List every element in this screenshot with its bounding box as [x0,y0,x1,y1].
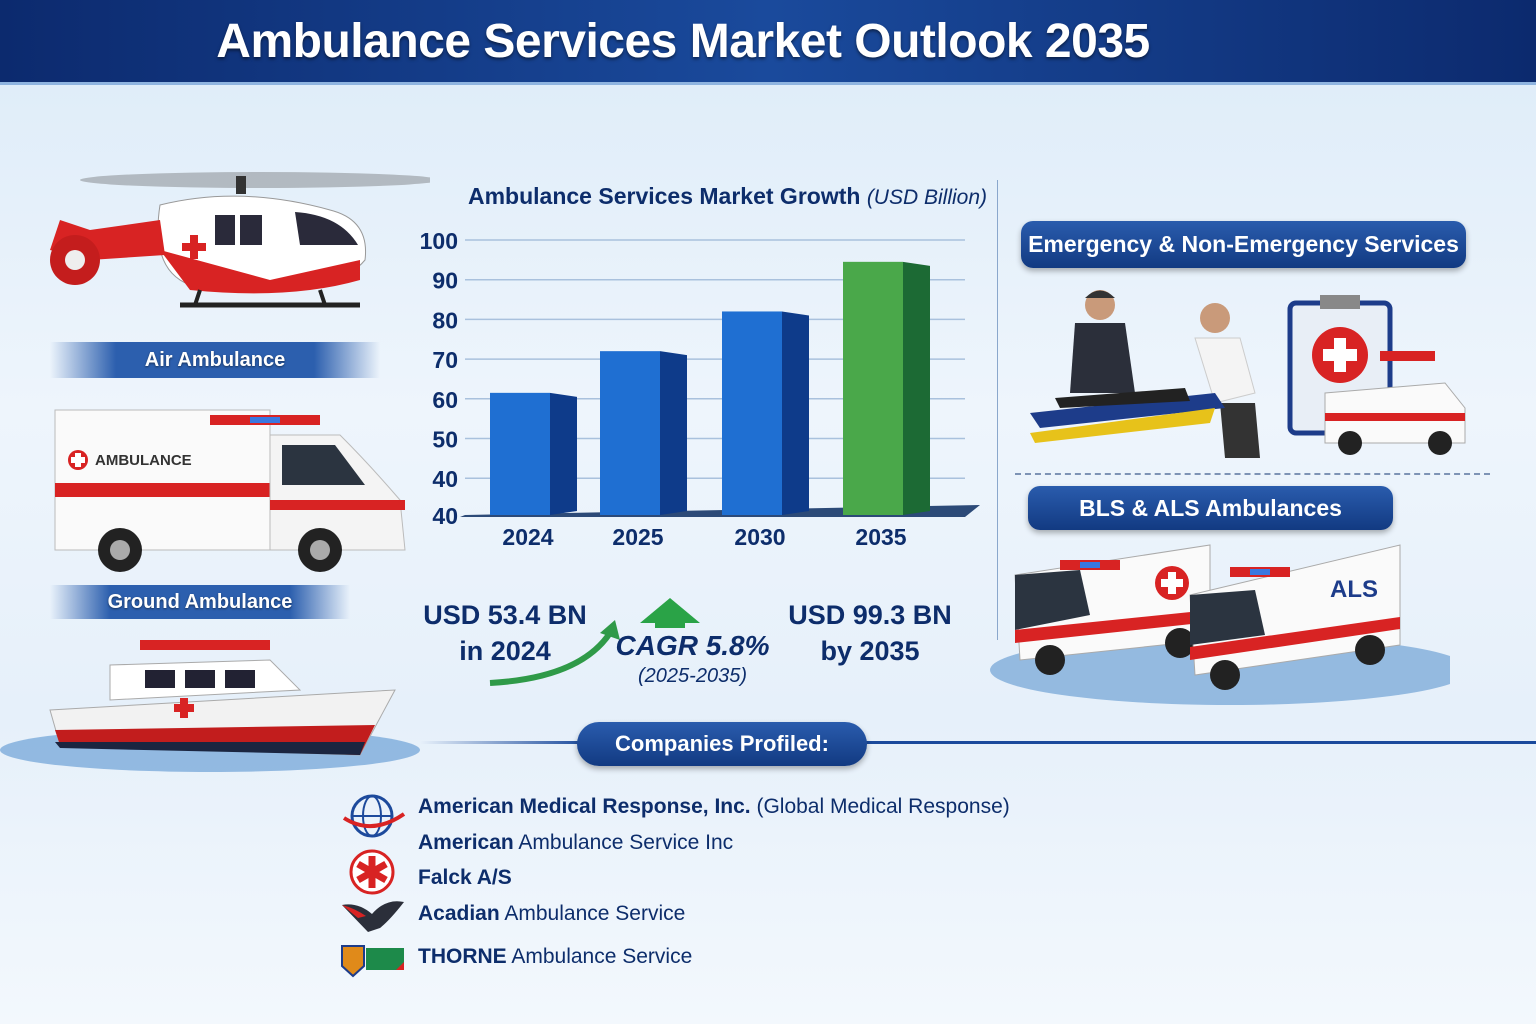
company-item: American Medical Response, Inc. (Global … [418,795,1010,819]
chart-subtitle: (USD Billion) [866,186,987,209]
company-item: THORNE Ambulance Service [418,945,692,969]
company-name: American Medical Response, Inc. [418,795,751,818]
chart-title: Ambulance Services Market Growth [468,183,861,209]
y-tick-label: 50 [432,427,458,453]
cagr-period: (2025-2035) [638,665,747,687]
company-name: Falck A/S [418,866,512,889]
bar-chart: 100 90 80 70 60 50 40 40 2024 2025 2030 2035 [420,228,980,550]
growth-arrow-icon [489,598,700,686]
als-side-text: ALS [1330,576,1378,603]
company-logos [341,794,406,978]
x-tick-label: 2024 [502,524,553,550]
globe-icon [342,794,406,838]
paramedics-stretcher-illustration [1030,290,1466,458]
company-item: American Ambulance Service Inc [418,831,733,855]
bar-side [903,261,930,515]
x-tick-label: 2035 [855,524,906,550]
y-tick-label: 60 [432,387,458,413]
y-tick-label: 70 [432,347,458,373]
bls-als-label: BLS & ALS Ambulances [1028,486,1393,530]
bar-front [722,311,782,515]
y-tick-label: 40 [432,466,458,492]
company-name: American [418,831,514,854]
bls-als-ambulances-illustration: ALS [990,544,1450,705]
start-year: in 2024 [459,636,551,666]
boat-ambulance-illustration [0,640,420,772]
dashed-divider [1015,473,1490,475]
company-note: (Global Medical Response) [750,795,1010,818]
company-name: THORNE [418,945,507,968]
bar-front [600,351,660,515]
bar-side [782,311,809,515]
company-note: Ambulance Service [506,945,693,968]
bar-side [660,351,687,515]
bar-front [490,392,550,515]
eagle-icon [342,901,404,932]
bar-front [843,261,903,515]
start-value: USD 53.4 BN [423,600,587,630]
helicopter-illustration [50,172,430,308]
ambulance-side-text: AMBULANCE [95,452,192,469]
y-tick-label: 90 [432,268,458,294]
companies-heading: Companies Profiled: [577,722,867,766]
ground-ambulance-illustration: AMBULANCE [54,409,406,572]
company-note: Ambulance Service Inc [513,831,734,854]
bar-side [550,392,577,515]
x-tick-label: 2030 [734,524,785,550]
y-tick-label: 100 [420,228,458,254]
air-ambulance-label: Air Ambulance [50,342,380,378]
company-name: Acadian [418,902,500,925]
shield-icon [341,945,404,978]
header-bar [0,0,1536,85]
y-tick-label: 40 [432,503,458,529]
x-tick-label: 2025 [612,524,663,550]
vertical-divider [997,180,998,640]
company-item: Falck A/S [418,866,512,890]
chart-title-wrap: Ambulance Services Market Growth (USD Bi… [468,183,987,210]
company-item: Acadian Ambulance Service [418,902,685,926]
cagr-value: CAGR 5.8% [615,630,770,661]
services-label: Emergency & Non-Emergency Services [1021,221,1466,268]
end-value: USD 99.3 BN [788,600,952,630]
ground-ambulance-label: Ground Ambulance [50,585,350,619]
page-title: Ambulance Services Market Outlook 2035 [216,15,1150,68]
y-tick-label: 80 [432,307,458,333]
companies-divider [420,741,1536,744]
falck-star-icon [349,849,395,895]
end-year: by 2035 [820,636,920,666]
company-note: Ambulance Service [499,902,686,925]
